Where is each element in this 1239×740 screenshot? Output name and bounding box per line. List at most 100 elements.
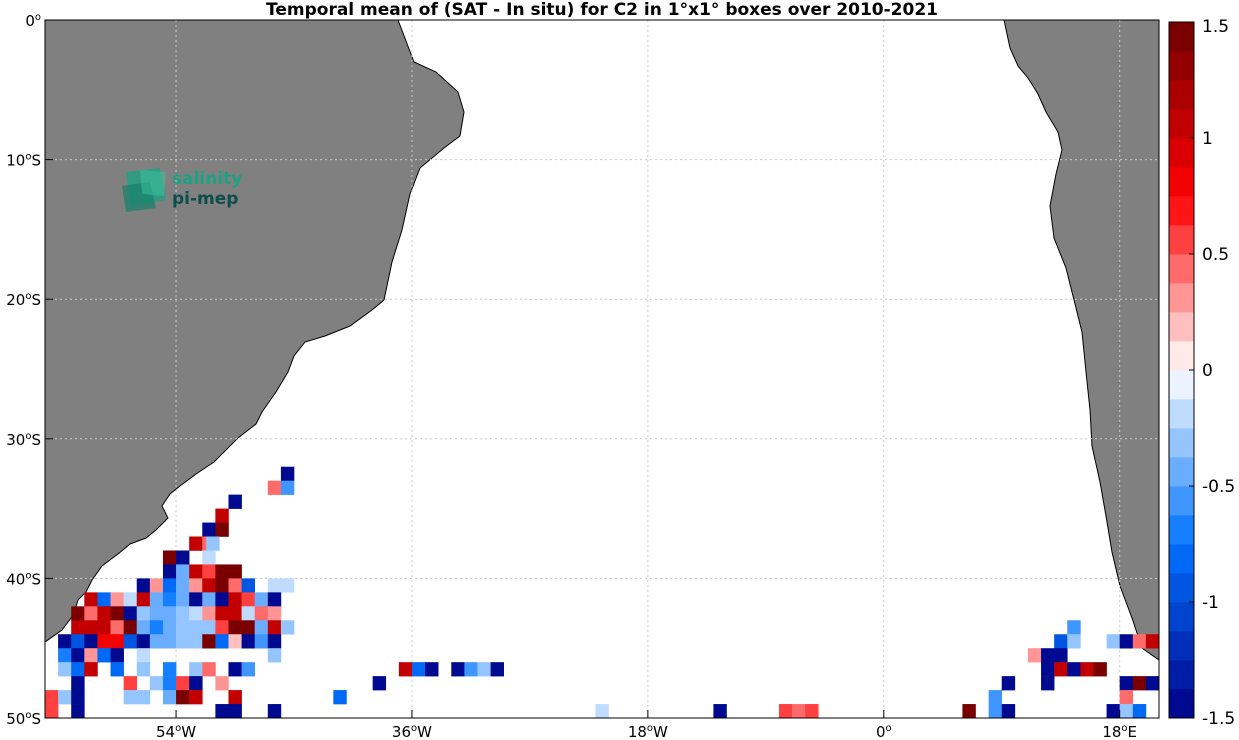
heatmap-cell [805,704,819,718]
heatmap-cell [84,620,98,635]
heatmap-cell [202,662,216,677]
colorbar-band [1169,689,1194,719]
heatmap-cell [228,564,242,579]
heatmap-cell [110,662,124,677]
map-area [45,20,1159,718]
heatmap-cell [595,704,609,718]
heatmap-cell [267,620,282,635]
heatmap-cell [228,704,242,718]
heatmap-cell [228,578,242,593]
heatmap-cell [215,564,229,579]
heatmap-cell [215,676,229,691]
heatmap-cell [241,578,255,593]
y-tick-label: 20oS [6,291,41,309]
logo-line2: pi-mep [172,189,238,209]
x-tick-label: 36oW [392,723,432,740]
chart-title: Temporal mean of (SAT - In situ) for C2 … [266,0,938,20]
x-tick-label: 18oE [1102,723,1137,740]
heatmap-cell [267,606,282,621]
heatmap-cell [1054,634,1068,649]
heatmap-cell [58,690,72,705]
heatmap-cell [1145,676,1159,691]
colorbar-tick-label: -0.5 [1202,477,1235,497]
heatmap-cell [215,508,229,523]
heatmap-cell [267,704,282,718]
heatmap-cell [176,564,190,579]
heatmap-cell [241,606,255,621]
heatmap-cell [84,648,98,663]
heatmap-cell [1119,704,1134,718]
heatmap-cell [162,550,177,565]
colorbar [1169,22,1194,719]
heatmap-cell [241,662,255,677]
heatmap-cell [110,592,124,607]
colorbar-band [1169,457,1194,487]
heatmap-cell [71,704,85,718]
heatmap-cell [123,634,138,649]
colorbar-band [1169,196,1194,226]
heatmap-cell [162,690,177,705]
heatmap-cell [1119,690,1134,705]
heatmap-cell [1132,704,1147,718]
heatmap-cell [162,662,177,677]
heatmap-cell [425,662,439,677]
y-axis-ticks: 0o 10oS 20oS 30oS 40oS 50oS [6,12,53,728]
colorbar-tick-label: 0 [1202,361,1213,381]
colorbar-tick-label: 1 [1202,129,1213,149]
heatmap-cell [267,578,282,593]
heatmap-cell [136,648,151,663]
logo-line1: salinity [172,169,242,189]
heatmap-cell [71,676,85,691]
heatmap-cell [202,606,216,621]
heatmap-cell [1054,662,1068,677]
colorbar-band [1169,138,1194,168]
heatmap-cell [97,592,111,607]
heatmap-cell [1080,662,1094,677]
heatmap-cell [136,662,151,677]
heatmap-cell [84,634,98,649]
heatmap-cell [123,592,138,607]
heatmap-cell [176,676,190,691]
heatmap-cell [778,704,793,718]
heatmap-cell [241,592,255,607]
heatmap-cell [1041,662,1055,677]
heatmap-cell [84,606,98,621]
heatmap-cell [1067,620,1081,635]
heatmap-cell [477,662,491,677]
heatmap-cell [215,606,229,621]
heatmap-cell [1001,676,1016,691]
heatmap-cell [372,676,387,691]
heatmap-cell [176,634,190,649]
colorbar-band [1169,515,1194,545]
heatmap-cell [202,550,216,565]
heatmap-cell [202,564,216,579]
heatmap-cell [267,634,282,649]
heatmap-cell [136,578,151,593]
heatmap-cell [97,606,111,621]
colorbar-band [1169,370,1194,400]
heatmap-cell [189,606,203,621]
colorbar-band [1169,631,1194,661]
heatmap-cell [189,690,203,705]
heatmap-cell [228,494,242,509]
heatmap-cell [267,592,282,607]
heatmap-cell [123,676,138,691]
colorbar-band [1169,428,1194,458]
heatmap-cell [110,606,124,621]
heatmap-cell [45,690,59,705]
africa-land [1003,20,1159,661]
heatmap-cell [202,634,216,649]
colorbar-band [1169,80,1194,110]
heatmap-cells [45,466,1159,718]
heatmap-cell [162,592,177,607]
heatmap-cell [149,676,164,691]
heatmap-cell [202,592,216,607]
heatmap-cell [136,592,151,607]
heatmap-cell [280,578,295,593]
heatmap-cell [241,634,255,649]
heatmap-cell [1106,634,1120,649]
salinity-pi-mep-logo: salinity pi-mep [122,168,242,212]
colorbar-band [1169,341,1194,371]
heatmap-cell [71,620,85,635]
heatmap-cell [202,522,216,537]
